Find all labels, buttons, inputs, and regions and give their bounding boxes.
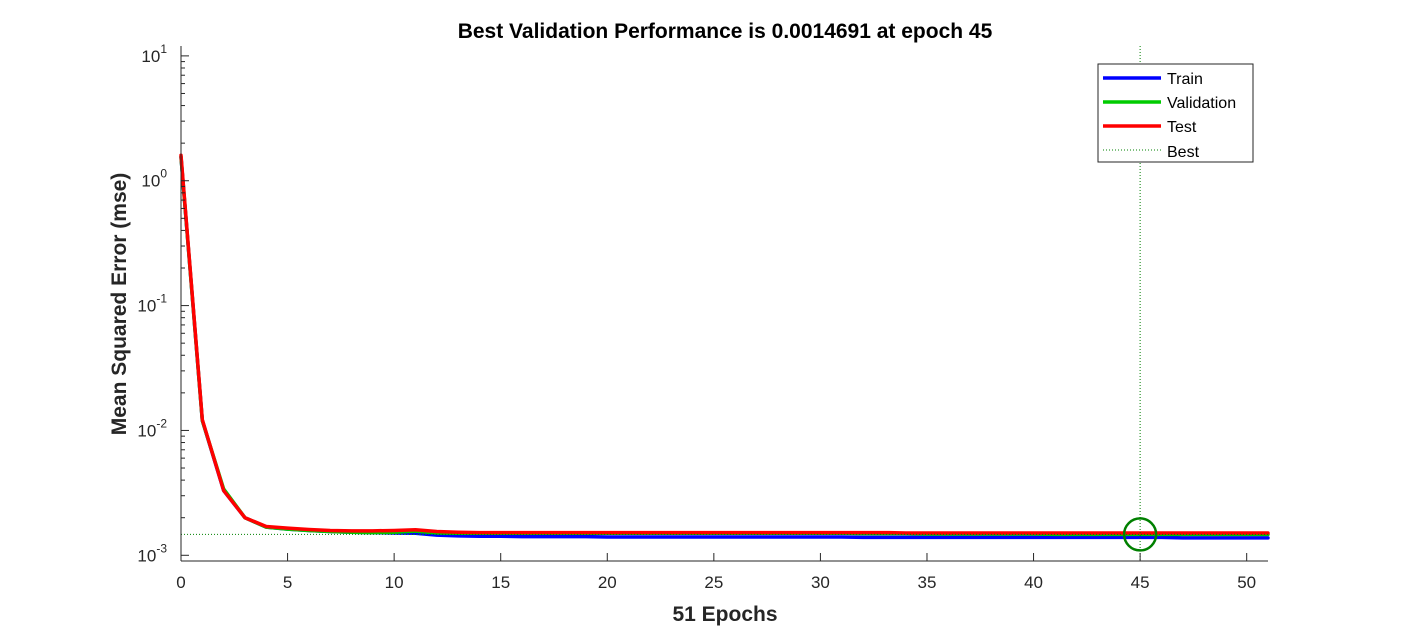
- x-tick-label: 5: [283, 573, 292, 592]
- x-tick-label: 15: [491, 573, 510, 592]
- y-tick-label: 100: [141, 167, 167, 191]
- plot-background: [181, 46, 1268, 561]
- plot-area: 0 5 10 15 20 25 30 35 40 45 50 10-3 10-2 10-1 100 101: [137, 42, 1270, 592]
- y-tick-label: 10-1: [137, 292, 167, 316]
- x-tick-label: 20: [598, 573, 617, 592]
- x-tick-label: 25: [704, 573, 723, 592]
- y-axis-label: Mean Squared Error (mse): [108, 173, 131, 436]
- legend-label-test: Test: [1167, 119, 1197, 136]
- x-tick-label: 45: [1131, 573, 1150, 592]
- y-tick-label: 10-3: [137, 541, 167, 565]
- axis-ticks: 0 5 10 15 20 25 30 35 40 45 50 10-3 10-2 10-1 100 101: [137, 42, 1256, 592]
- axes-frame: [180, 46, 1268, 562]
- series-layer: [179, 153, 1270, 540]
- chart-title: Best Validation Performance is 0.0014691…: [458, 20, 993, 43]
- x-tick-label: 30: [811, 573, 830, 592]
- best-point-marker: [1122, 517, 1158, 552]
- x-tick-label: 50: [1237, 573, 1256, 592]
- legend-label-train: Train: [1167, 71, 1203, 88]
- chart-legend: Train Validation Test Best: [1097, 63, 1254, 163]
- legend-label-best: Best: [1167, 144, 1200, 161]
- x-axis-label: 51 Epochs: [672, 603, 777, 626]
- legend-label-validation: Validation: [1167, 95, 1236, 112]
- x-tick-label: 0: [176, 573, 185, 592]
- x-tick-label: 40: [1024, 573, 1043, 592]
- legend-box: [1097, 63, 1254, 163]
- y-tick-label: 101: [141, 42, 167, 66]
- best-marker-layer: [181, 46, 1268, 561]
- y-tick-label: 10-2: [137, 416, 167, 440]
- x-tick-label: 35: [918, 573, 937, 592]
- x-tick-label: 10: [385, 573, 404, 592]
- series-line-test: [179, 153, 1270, 535]
